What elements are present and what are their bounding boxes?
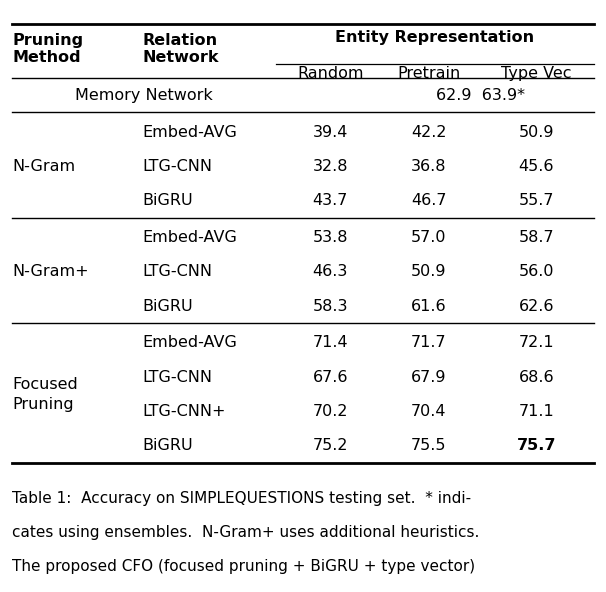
Text: 46.7: 46.7 [411, 193, 447, 208]
Text: 56.0: 56.0 [519, 264, 554, 279]
Text: LTG-CNN: LTG-CNN [142, 369, 213, 385]
Text: Embed-AVG: Embed-AVG [142, 230, 238, 245]
Text: 67.9: 67.9 [411, 369, 447, 385]
Text: Relation: Relation [142, 33, 218, 47]
Text: Memory Network: Memory Network [75, 88, 213, 103]
Text: Random: Random [297, 66, 364, 81]
Text: 67.6: 67.6 [313, 369, 348, 385]
Text: 71.7: 71.7 [411, 335, 447, 350]
Text: 50.9: 50.9 [519, 124, 554, 140]
Text: The proposed CFO (focused pruning + BiGRU + type vector): The proposed CFO (focused pruning + BiGR… [12, 559, 475, 574]
Text: 42.2: 42.2 [411, 124, 447, 140]
Text: N-Gram: N-Gram [12, 159, 75, 174]
Text: Type Vec: Type Vec [501, 66, 571, 81]
Text: LTG-CNN+: LTG-CNN+ [142, 404, 226, 419]
Text: 55.7: 55.7 [519, 193, 554, 208]
Text: 71.1: 71.1 [519, 404, 554, 419]
Text: 62.9  63.9*: 62.9 63.9* [436, 88, 525, 103]
Text: 43.7: 43.7 [313, 193, 348, 208]
Text: cates using ensembles.  N-Gram+ uses additional heuristics.: cates using ensembles. N-Gram+ uses addi… [12, 525, 479, 540]
Text: 46.3: 46.3 [313, 264, 348, 279]
Text: BiGRU: BiGRU [142, 298, 193, 314]
Text: Network: Network [142, 50, 219, 65]
Text: Pruning: Pruning [12, 397, 74, 413]
Text: 70.4: 70.4 [411, 404, 447, 419]
Text: Pretrain: Pretrain [397, 66, 461, 81]
Text: 57.0: 57.0 [411, 230, 447, 245]
Text: 61.6: 61.6 [411, 298, 447, 314]
Text: 53.8: 53.8 [313, 230, 348, 245]
Text: 39.4: 39.4 [313, 124, 348, 140]
Text: 75.5: 75.5 [411, 438, 447, 453]
Text: 62.6: 62.6 [519, 298, 554, 314]
Text: 70.2: 70.2 [313, 404, 348, 419]
Text: 71.4: 71.4 [313, 335, 348, 350]
Text: 50.9: 50.9 [411, 264, 447, 279]
Text: N-Gram+: N-Gram+ [12, 264, 88, 279]
Text: 45.6: 45.6 [519, 159, 554, 174]
Text: Embed-AVG: Embed-AVG [142, 335, 238, 350]
Text: 32.8: 32.8 [313, 159, 348, 174]
Text: BiGRU: BiGRU [142, 193, 193, 208]
Text: 72.1: 72.1 [519, 335, 554, 350]
Text: Embed-AVG: Embed-AVG [142, 124, 238, 140]
Text: 75.7: 75.7 [516, 438, 556, 453]
Text: 58.7: 58.7 [519, 230, 554, 245]
Text: LTG-CNN: LTG-CNN [142, 159, 213, 174]
Text: Method: Method [12, 50, 81, 65]
Text: 36.8: 36.8 [411, 159, 447, 174]
Text: 75.2: 75.2 [313, 438, 348, 453]
Text: Table 1:  Accuracy on SIMPLEQUESTIONS testing set.  * indi-: Table 1: Accuracy on SIMPLEQUESTIONS tes… [12, 491, 471, 506]
Text: 58.3: 58.3 [313, 298, 348, 314]
Text: Pruning: Pruning [12, 33, 83, 47]
Text: 68.6: 68.6 [519, 369, 554, 385]
Text: BiGRU: BiGRU [142, 438, 193, 453]
Text: LTG-CNN: LTG-CNN [142, 264, 213, 279]
Text: Entity Representation: Entity Representation [335, 30, 534, 44]
Text: Focused: Focused [12, 377, 78, 392]
